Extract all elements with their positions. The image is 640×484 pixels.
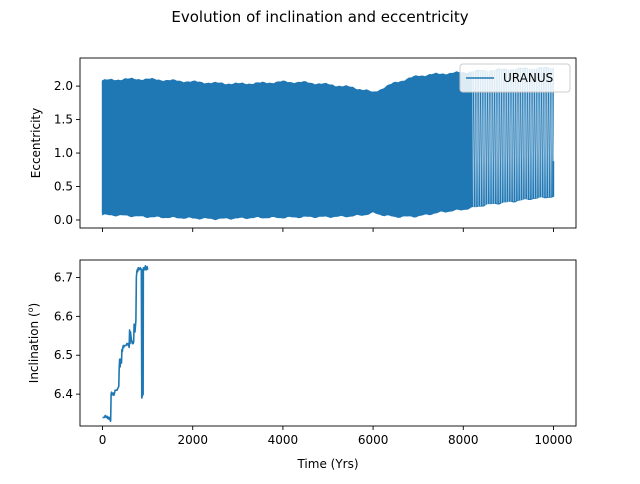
inclination-axes-frame xyxy=(79,259,577,427)
eccentricity-oscillation-line xyxy=(518,69,522,201)
eccentricity-subplot: 0.0 0.5 1.0 1.5 2.0 Eccentricity URANUS xyxy=(29,57,577,232)
y-tick-label: 2.0 xyxy=(54,79,73,93)
y-tick-label: 6.5 xyxy=(54,348,73,362)
eccentricity-oscillation-line xyxy=(532,68,536,199)
eccentricity-oscillation-line xyxy=(490,70,494,204)
eccentricity-oscillation-line xyxy=(525,68,529,200)
eccentricity-oscillation-line xyxy=(488,70,492,205)
eccentricity-y-axis-label: Eccentricity xyxy=(29,108,43,178)
figure-title: Evolution of inclination and eccentricit… xyxy=(171,8,468,26)
inclination-y-label-degree: o xyxy=(26,307,35,312)
y-tick-label: 0.5 xyxy=(54,180,73,194)
eccentricity-oscillation-line xyxy=(504,69,508,203)
eccentricity-oscillation-line xyxy=(507,69,511,203)
inclination-y-axis-label: Inclination (o) xyxy=(26,303,41,383)
eccentricity-oscillation-line xyxy=(537,68,541,198)
x-tick-label: 0 xyxy=(99,433,107,447)
inclination-x-ticks: 0 2000 4000 6000 8000 10000 xyxy=(99,426,573,447)
eccentricity-oscillation-line xyxy=(514,69,518,201)
eccentricity-oscillation-line xyxy=(516,69,520,201)
eccentricity-oscillation-line xyxy=(495,70,499,204)
eccentricity-oscillation-line xyxy=(542,68,546,198)
eccentricity-oscillation-line xyxy=(530,68,534,199)
eccentricity-oscillation-line xyxy=(546,68,551,198)
x-axis-label: Time (Yrs) xyxy=(296,457,358,471)
eccentricity-oscillation-line xyxy=(483,70,487,205)
eccentricity-oscillation-line xyxy=(544,68,548,198)
eccentricity-oscillation-line xyxy=(476,71,480,207)
eccentricity-oscillation-line xyxy=(521,68,525,200)
y-tick-label: 6.6 xyxy=(54,309,73,323)
eccentricity-oscillation-line xyxy=(509,69,513,202)
inclination-y-ticks: 6.4 6.5 6.6 6.7 xyxy=(54,270,80,401)
x-tick-label: 6000 xyxy=(358,433,389,447)
legend: URANUS xyxy=(459,63,571,93)
eccentricity-x-ticks xyxy=(102,228,554,232)
y-tick-label: 6.7 xyxy=(54,270,73,284)
eccentricity-oscillation-line xyxy=(539,68,544,198)
eccentricity-plot-area xyxy=(101,66,555,221)
x-tick-label: 4000 xyxy=(268,433,299,447)
x-tick-label: 8000 xyxy=(448,433,479,447)
inclination-y-label-text: Inclination ( xyxy=(27,312,41,383)
eccentricity-y-ticks: 0.0 0.5 1.0 1.5 2.0 xyxy=(54,79,80,227)
inclination-subplot: 6.4 6.5 6.6 6.7 0 2000 4000 6000 8000 10000 Incl… xyxy=(26,259,577,471)
eccentricity-oscillation-line xyxy=(471,71,476,208)
eccentricity-oscillation-line xyxy=(481,71,485,206)
eccentricity-oscillation-line xyxy=(485,70,490,205)
eccentricity-oscillation-line xyxy=(492,70,497,204)
eccentricity-axes-frame xyxy=(79,57,577,229)
x-tick-label: 10000 xyxy=(534,433,572,447)
eccentricity-oscillation-line xyxy=(500,69,504,203)
eccentricity-oscillation-line xyxy=(502,69,506,203)
legend-box xyxy=(459,63,571,93)
eccentricity-oscillation-line xyxy=(497,69,501,204)
inclination-series-uranus xyxy=(102,265,149,423)
eccentricity-oscillation-line xyxy=(551,68,555,197)
eccentricity-oscillation-lines xyxy=(471,68,555,208)
inclination-y-label-close: ) xyxy=(27,303,41,308)
x-tick-label: 2000 xyxy=(177,433,208,447)
y-tick-label: 6.4 xyxy=(54,387,73,401)
eccentricity-oscillation-line xyxy=(535,68,539,199)
eccentricity-oscillation-line xyxy=(478,71,483,207)
eccentricity-oscillation-line xyxy=(523,68,527,200)
inclination-plot-area xyxy=(102,265,149,423)
eccentricity-oscillation-line xyxy=(528,68,532,199)
eccentricity-oscillation-line xyxy=(549,68,553,197)
legend-entry-uranus: URANUS xyxy=(503,71,553,85)
eccentricity-oscillation-line xyxy=(474,71,478,208)
y-tick-label: 1.0 xyxy=(54,146,73,160)
eccentricity-oscillation-line xyxy=(511,69,515,202)
y-tick-label: 1.5 xyxy=(54,113,73,127)
y-tick-label: 0.0 xyxy=(54,213,73,227)
